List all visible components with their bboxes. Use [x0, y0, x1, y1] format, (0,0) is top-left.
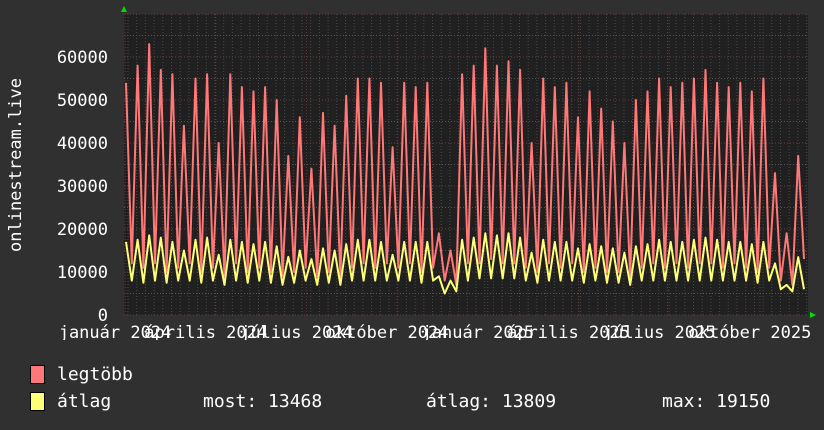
x-tick-label: október 2025 [688, 323, 811, 340]
y-tick-label: 50000 [57, 91, 108, 111]
x-tick-label: október 2024 [326, 323, 449, 340]
series-line-avg [125, 232, 805, 295]
y-tick-label: 30000 [57, 177, 108, 197]
y-tick-label: 40000 [57, 134, 108, 154]
x-tick-label: április 2024 [144, 323, 267, 340]
series-lines [125, 43, 805, 295]
legend-label-max: legtöbb [57, 364, 133, 385]
y-tick-label: 60000 [57, 48, 108, 68]
x-tick-label: január 2024 [59, 323, 172, 340]
legend-label-avg: átlag [57, 391, 112, 412]
stat-maximum: max: 19150 [662, 391, 771, 412]
y-tick-labels: 0 10000 20000 30000 40000 50000 60000 [57, 48, 108, 326]
legend-swatch-max [30, 365, 45, 384]
x-tick-label: április 2025 [507, 323, 630, 340]
y-tick-label: 20000 [57, 220, 108, 240]
x-axis-arrow [810, 312, 816, 318]
stat-current: most: 13468 [203, 391, 323, 412]
y-tick-label: 10000 [57, 263, 108, 283]
chart: 0 10000 20000 30000 40000 50000 60000 január 2… [6, 6, 816, 340]
x-tick-label: január 2025 [422, 323, 535, 340]
x-tick-label: július 2025 [603, 323, 716, 340]
series-line-max [125, 43, 805, 286]
x-tick-label: július 2024 [240, 323, 353, 340]
legend-item-max: legtöbb [30, 364, 133, 385]
y-axis-label: onlinestream.live [6, 78, 26, 252]
legend-swatch-avg [30, 392, 45, 411]
stat-average: átlag: 13809 [426, 391, 557, 412]
legend-item-avg: átlag [30, 391, 111, 412]
y-axis-arrow [121, 6, 127, 12]
y-tick-label: 0 [98, 306, 108, 326]
